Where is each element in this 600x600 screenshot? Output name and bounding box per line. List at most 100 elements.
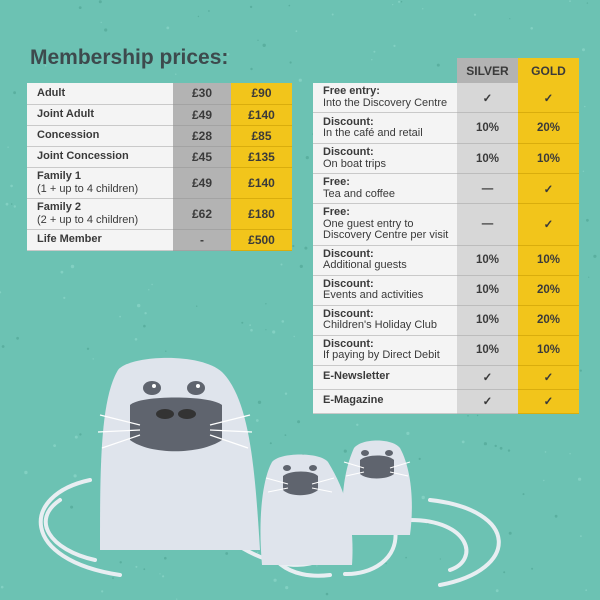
speck xyxy=(208,10,210,12)
speck xyxy=(70,264,75,269)
speck xyxy=(249,324,252,326)
speck xyxy=(269,442,272,445)
speck xyxy=(196,305,198,307)
speck xyxy=(273,578,277,582)
speck xyxy=(298,78,302,82)
speck xyxy=(400,0,403,3)
speck xyxy=(530,27,533,30)
small-seal-right xyxy=(342,440,412,535)
silver-benefit: 10% xyxy=(457,335,518,366)
speck xyxy=(392,4,394,6)
speck xyxy=(265,329,267,331)
speck xyxy=(7,146,9,148)
gold-price: £140 xyxy=(231,104,292,126)
benefit-row: Discount: Children's Holiday Club 10% 20% xyxy=(313,305,579,336)
speck xyxy=(494,444,497,448)
benefit-label: Free: Tea and coffee xyxy=(313,173,457,204)
speck xyxy=(262,43,266,47)
speck xyxy=(281,320,285,323)
speck xyxy=(1,345,5,348)
speck xyxy=(86,347,90,350)
benefit-description: Into the Discovery Centre xyxy=(323,96,448,109)
benefit-row: Free: Tea and coffee — ✓ xyxy=(313,173,579,204)
gold-benefit: 10% xyxy=(518,143,579,174)
speck xyxy=(98,0,102,4)
speck xyxy=(531,567,534,570)
benefit-title: Free entry: xyxy=(323,85,380,97)
speck xyxy=(473,13,477,16)
speck xyxy=(325,592,329,596)
speck xyxy=(255,419,259,422)
benefit-title: Free: xyxy=(323,176,350,188)
price-label: Concession xyxy=(37,129,100,141)
benefit-description: One guest entry to Discovery Centre per … xyxy=(323,217,449,241)
silver-benefit: 10% xyxy=(457,143,518,174)
speck xyxy=(295,30,298,33)
price-row: Joint Adult £49 £140 xyxy=(27,104,292,126)
benefit-label: E-Newsletter xyxy=(313,365,457,390)
gold-price: £135 xyxy=(231,146,292,168)
benefit-label: Discount: If paying by Direct Debit xyxy=(313,335,457,366)
speck xyxy=(584,105,586,108)
speck xyxy=(265,303,267,305)
small-seal-left xyxy=(260,454,353,565)
silver-benefit: ✓ xyxy=(457,365,518,390)
speck xyxy=(503,571,506,574)
speck xyxy=(582,48,585,52)
price-label: Life Member xyxy=(37,233,102,245)
speck xyxy=(582,170,585,172)
speck xyxy=(256,551,259,554)
speck xyxy=(543,479,545,482)
speck xyxy=(5,202,9,206)
speck xyxy=(422,8,424,10)
speck xyxy=(293,335,295,338)
speck xyxy=(74,435,78,439)
silver-price: £49 xyxy=(173,167,231,199)
benefit-label: Discount: On boat trips xyxy=(313,143,457,174)
benefit-row: E-Magazine ✓ ✓ xyxy=(313,389,579,414)
benefit-label: Discount: Children's Holiday Club xyxy=(313,305,457,336)
speck xyxy=(166,26,170,30)
speck xyxy=(135,565,138,568)
speck xyxy=(10,203,13,205)
speck xyxy=(137,303,141,308)
silver-benefit: 10% xyxy=(457,245,518,276)
speck xyxy=(461,440,465,444)
speck xyxy=(578,477,582,481)
benefit-title: Discount: xyxy=(323,307,374,320)
speck xyxy=(418,457,421,460)
speck xyxy=(44,64,47,67)
speck xyxy=(73,474,77,478)
speck xyxy=(331,13,334,16)
benefit-row: Free: One guest entry to Discovery Centre… xyxy=(313,203,579,246)
benefits-table: SILVER GOLD Free entry: Into the Discover… xyxy=(313,58,579,414)
speck xyxy=(164,556,167,560)
speck xyxy=(53,444,56,447)
speck xyxy=(371,59,373,61)
speck xyxy=(24,470,28,475)
benefit-title: Discount: xyxy=(323,277,374,290)
speck xyxy=(508,531,512,535)
price-label: Joint Adult xyxy=(37,108,95,120)
speck xyxy=(148,289,150,291)
price-sublabel: (2 + up to 4 children) xyxy=(37,213,139,226)
prices-table: Adult £30 £90 Joint Adult £49 £140 Concession £… xyxy=(27,83,292,251)
speck xyxy=(13,91,16,95)
price-row-label: Adult xyxy=(27,83,173,105)
speck xyxy=(197,15,200,18)
speck xyxy=(284,434,287,436)
benefit-title: Discount: xyxy=(323,115,374,128)
speck xyxy=(100,21,102,24)
speck xyxy=(586,2,589,4)
benefit-label: Free entry: Into the Discovery Centre xyxy=(313,83,457,113)
benefit-title: Discount: xyxy=(323,247,374,260)
speck xyxy=(373,50,376,53)
speck xyxy=(405,556,407,559)
speck xyxy=(162,575,165,578)
price-label: Joint Concession xyxy=(37,150,129,162)
gold-price: £90 xyxy=(231,83,292,105)
speck xyxy=(257,400,262,404)
speck xyxy=(10,184,13,188)
gold-price: £140 xyxy=(231,167,292,199)
